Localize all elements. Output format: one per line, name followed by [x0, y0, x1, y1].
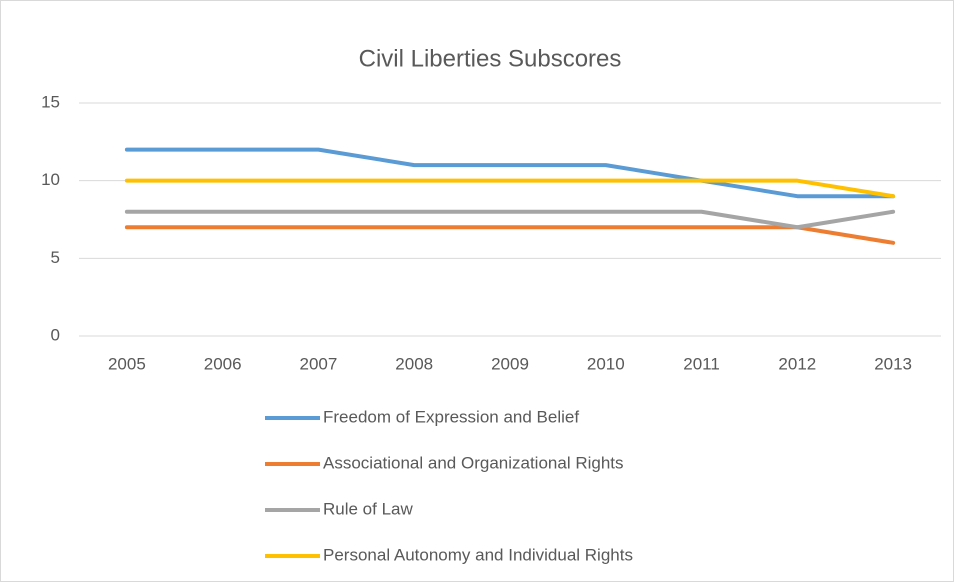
y-tick-label: 15 — [41, 92, 60, 111]
y-tick-label: 5 — [51, 248, 60, 267]
x-tick-label: 2012 — [778, 354, 816, 373]
x-tick-label: 2013 — [874, 354, 912, 373]
series-line — [124, 225, 896, 245]
chart-title: Civil Liberties Subscores — [359, 45, 622, 72]
series-line — [124, 178, 896, 199]
x-tick-label: 2006 — [204, 354, 242, 373]
series-line — [124, 147, 896, 199]
x-tick-label: 2010 — [587, 354, 625, 373]
legend-label: Personal Autonomy and Individual Rights — [323, 545, 633, 564]
y-tick-label: 10 — [41, 170, 60, 189]
x-tick-label: 2008 — [395, 354, 433, 373]
y-tick-label: 0 — [51, 325, 60, 344]
x-tick-label: 2005 — [108, 354, 146, 373]
x-tick-label: 2009 — [491, 354, 529, 373]
x-tick-label: 2007 — [300, 354, 338, 373]
legend-label: Associational and Organizational Rights — [323, 453, 624, 472]
x-tick-label: 2011 — [683, 354, 720, 373]
legend-label: Freedom of Expression and Belief — [323, 407, 579, 426]
series-line — [124, 209, 896, 230]
legend-label: Rule of Law — [323, 499, 413, 518]
